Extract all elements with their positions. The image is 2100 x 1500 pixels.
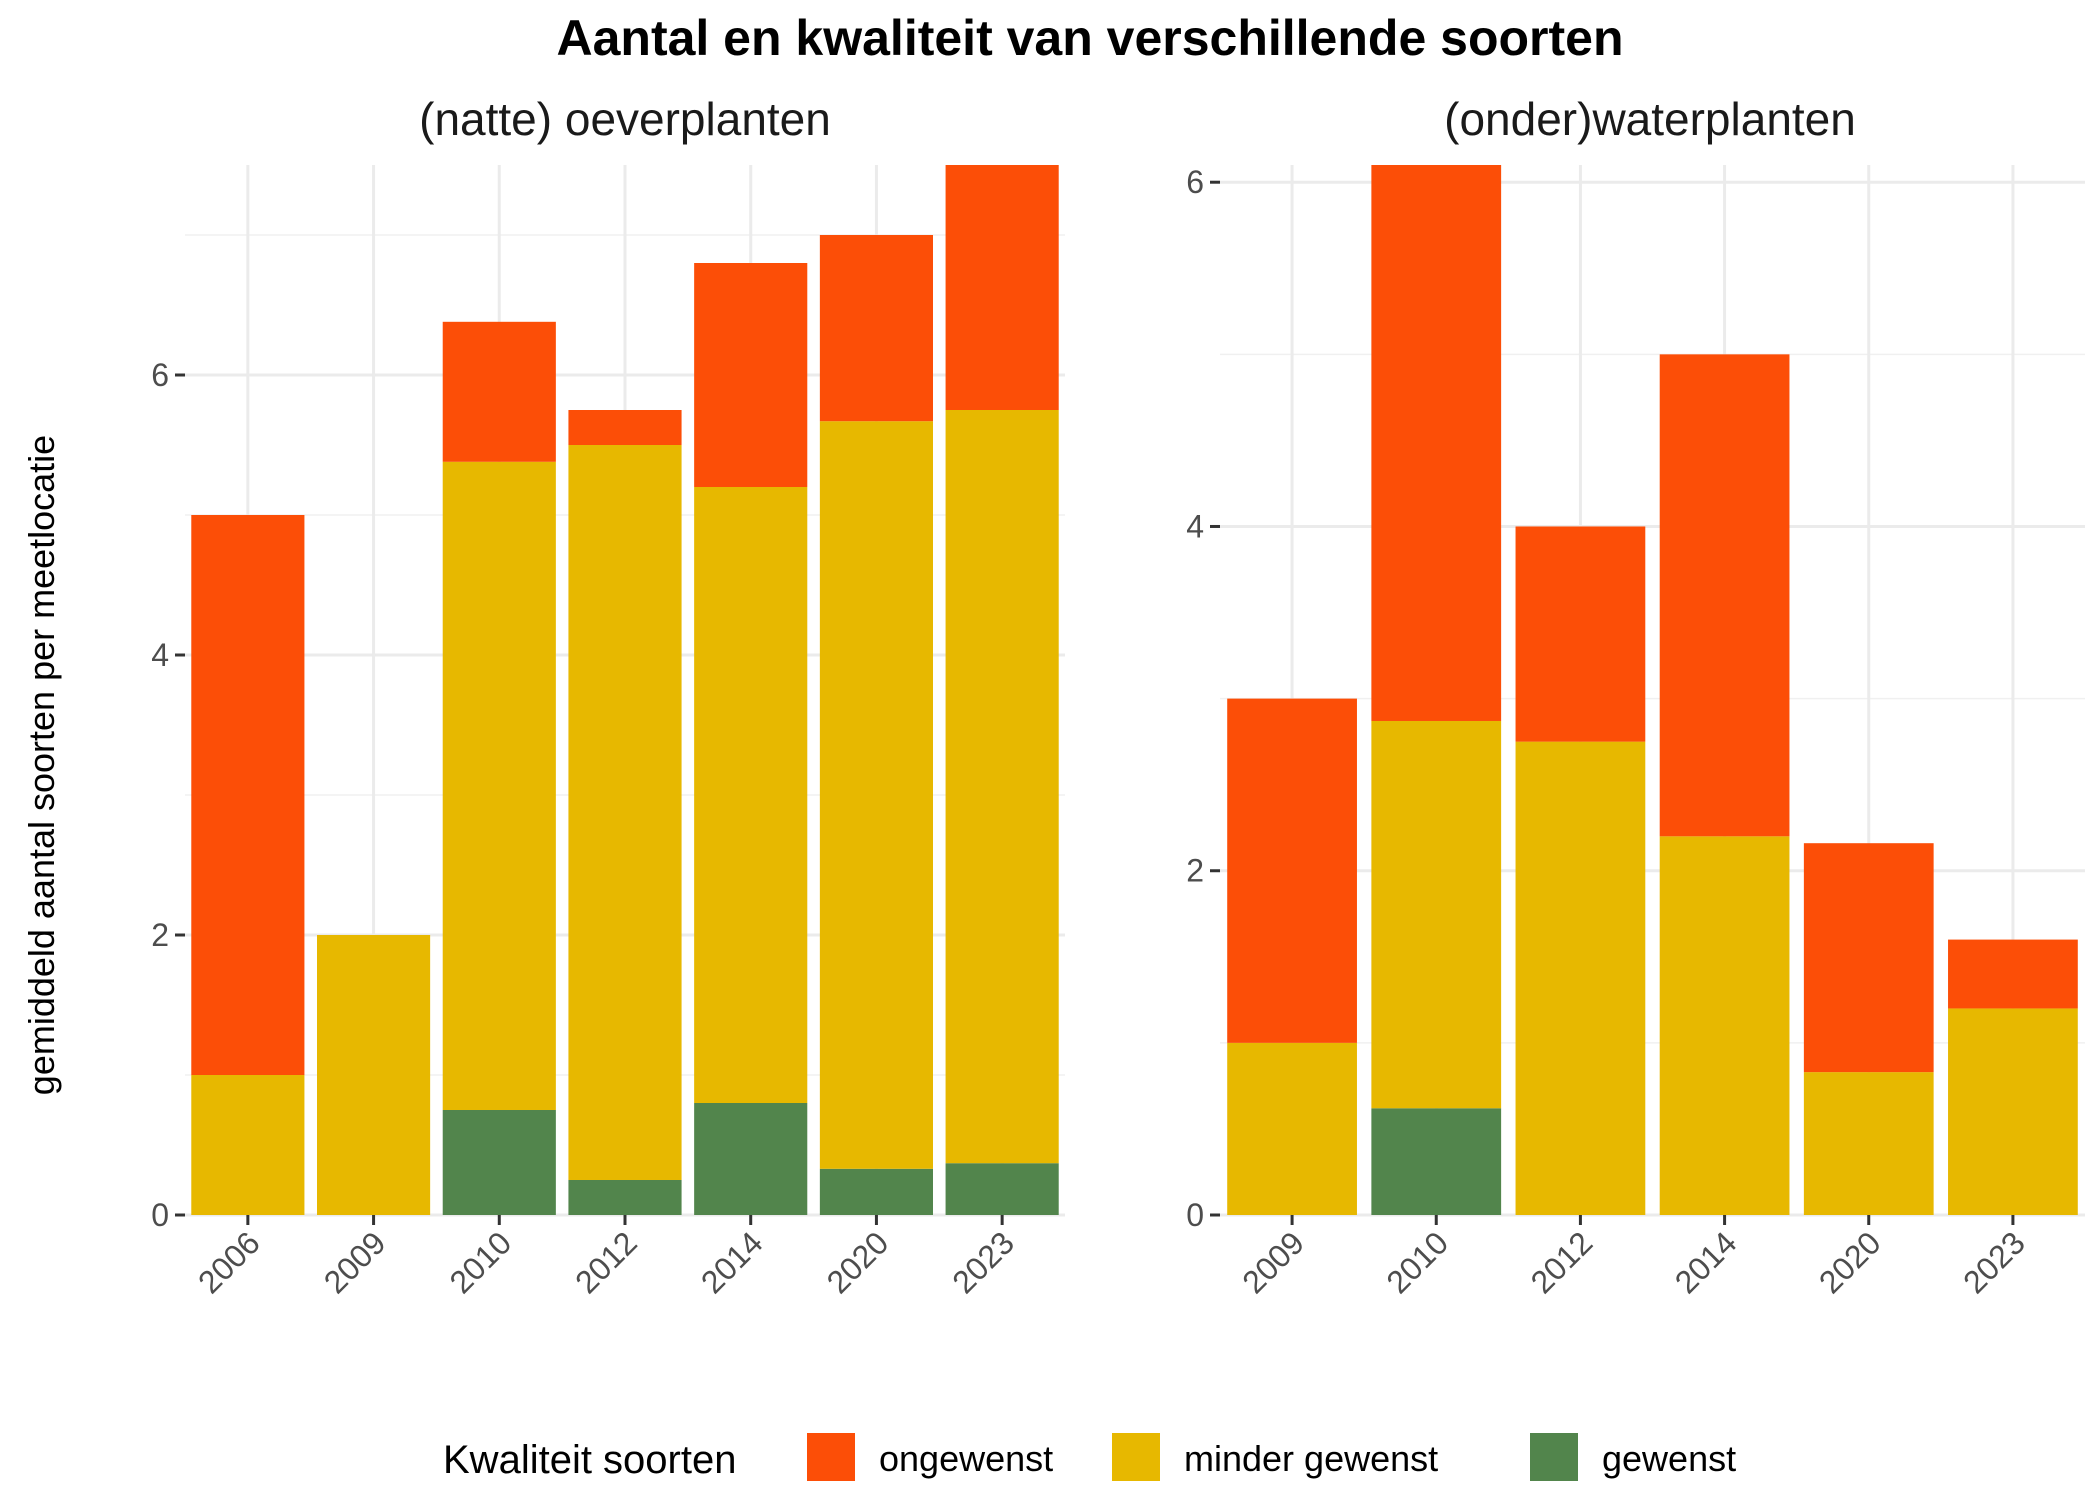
legend-key-minder-gewenst: [1112, 1433, 1160, 1481]
bar-ongewenst-2006: [191, 515, 305, 1075]
bar-ongewenst-2020: [819, 235, 933, 422]
legend: Kwaliteit soorten ongewenst minder gewens…: [443, 1433, 1736, 1482]
bar-minder-gewenst-2010: [1371, 720, 1502, 1109]
y-tick-label: 2: [151, 917, 169, 953]
x-tick-label: 2012: [568, 1224, 644, 1300]
legend-label-gewenst: gewenst: [1602, 1438, 1736, 1479]
bar-minder-gewenst-2009: [317, 935, 431, 1215]
y-tick-label: 0: [1186, 1197, 1204, 1233]
x-axis: 2009 2010 2012 2014 2020 2023: [1235, 1215, 2032, 1300]
bar-minder-gewenst-2014: [694, 487, 808, 1103]
panel-title: (onder)waterplanten: [1444, 93, 1856, 145]
x-tick-label: 2010: [1379, 1224, 1455, 1300]
bar-ongewenst-2023: [1948, 939, 2078, 1009]
bar-gewenst-2012: [568, 1180, 682, 1215]
y-tick-label: 6: [151, 357, 169, 393]
y-tick-label: 0: [151, 1197, 169, 1233]
bars: [191, 165, 1059, 1215]
y-tick-label: 4: [151, 637, 169, 673]
bar-ongewenst-2012: [568, 410, 682, 445]
bar-ongewenst-2020: [1803, 843, 1934, 1073]
bar-minder-gewenst-2009: [1227, 1042, 1357, 1215]
bar-minder-gewenst-2023: [1948, 1008, 2078, 1215]
bar-ongewenst-2010: [1371, 165, 1502, 721]
bar-minder-gewenst-2012: [568, 445, 682, 1180]
bar-minder-gewenst-2012: [1515, 741, 1646, 1215]
bar-ongewenst-2014: [694, 263, 808, 487]
chart-title: Aantal en kwaliteit van verschillende so…: [556, 10, 1623, 66]
y-tick-label: 2: [1186, 853, 1204, 889]
bar-gewenst-2010: [1371, 1108, 1502, 1215]
x-tick-label: 2012: [1524, 1224, 1600, 1300]
x-tick-label: 2014: [694, 1224, 770, 1300]
bar-minder-gewenst-2023: [945, 410, 1059, 1164]
panel-1: (natte) oeverplanten 0 2 4 6 2006 2009 2010 2012…: [151, 93, 1065, 1300]
x-tick-label: 2014: [1668, 1224, 1744, 1300]
legend-title: Kwaliteit soorten: [443, 1438, 736, 1482]
y-axis-title: gemiddeld aantal soorten per meetlocatie: [21, 435, 62, 1095]
x-tick-label: 2020: [820, 1224, 896, 1300]
bar-ongewenst-2014: [1659, 354, 1790, 837]
x-tick-label: 2010: [442, 1224, 518, 1300]
bar-gewenst-2020: [819, 1168, 933, 1215]
bar-gewenst-2023: [945, 1163, 1059, 1215]
x-tick-label: 2006: [191, 1224, 267, 1300]
bar-gewenst-2010: [442, 1110, 556, 1215]
x-axis: 2006 2009 2010 2012 2014 2020 2023: [191, 1215, 1021, 1300]
y-tick-label: 6: [1186, 164, 1204, 200]
bar-ongewenst-2009: [1227, 698, 1357, 1043]
bars: [1227, 165, 2078, 1215]
x-tick-label: 2009: [317, 1224, 393, 1300]
bar-ongewenst-2023: [945, 165, 1059, 410]
bar-minder-gewenst-2014: [1659, 836, 1790, 1215]
bar-ongewenst-2010: [442, 321, 556, 462]
bar-minder-gewenst-2020: [1803, 1072, 1934, 1215]
x-tick-label: 2023: [1956, 1224, 2032, 1300]
bar-ongewenst-2012: [1515, 526, 1646, 742]
legend-key-gewenst: [1530, 1433, 1578, 1481]
bar-minder-gewenst-2006: [191, 1075, 305, 1215]
bar-minder-gewenst-2010: [442, 461, 556, 1110]
x-tick-label: 2020: [1812, 1224, 1888, 1300]
bar-minder-gewenst-2020: [819, 421, 933, 1169]
y-axis: 0 2 4 6: [151, 357, 185, 1233]
y-axis: 0 2 4 6: [1186, 164, 1220, 1233]
panel-title: (natte) oeverplanten: [419, 93, 831, 145]
panels: (natte) oeverplanten 0 2 4 6 2006 2009 2010 2012…: [151, 93, 2085, 1300]
legend-label-minder-gewenst: minder gewenst: [1184, 1438, 1438, 1479]
bar-gewenst-2014: [694, 1103, 808, 1215]
x-tick-label: 2009: [1235, 1224, 1311, 1300]
legend-key-ongewenst: [807, 1433, 855, 1481]
x-tick-label: 2023: [945, 1224, 1021, 1300]
y-tick-label: 4: [1186, 508, 1204, 544]
legend-label-ongewenst: ongewenst: [879, 1438, 1053, 1479]
